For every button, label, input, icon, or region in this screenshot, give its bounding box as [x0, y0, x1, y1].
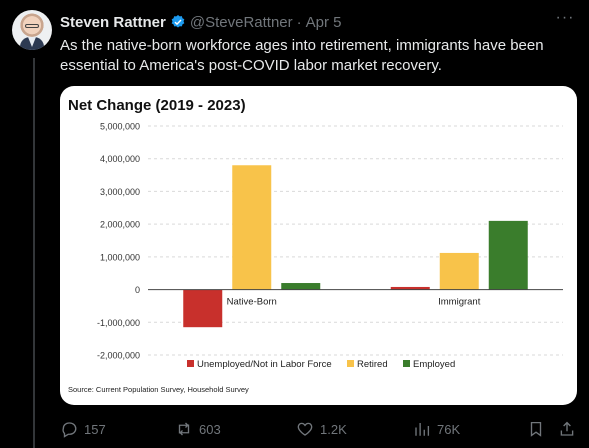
reply-button[interactable]: 157	[60, 418, 106, 440]
bar-native-born-2	[281, 283, 321, 290]
y-tick-label: 4,000,000	[100, 154, 140, 164]
view-count: 76K	[437, 421, 461, 437]
category-label: Native-Born	[227, 297, 277, 308]
tweet-header: Steven Rattner @SteveRattner · Apr 5	[60, 12, 342, 32]
avatar-collar	[28, 37, 36, 47]
more-options-icon[interactable]: ···	[555, 9, 575, 26]
y-tick-label: 2,000,000	[100, 220, 140, 230]
chart-source: Source: Current Population Survey, House…	[68, 385, 249, 394]
like-button[interactable]: 1.2K	[296, 418, 347, 440]
share-icon	[560, 421, 574, 436]
header-separator: ·	[296, 13, 302, 31]
action-bar: 157 603 1.2K 76K	[60, 418, 577, 440]
bookmark-icon	[530, 421, 542, 437]
repost-count: 603	[199, 421, 221, 437]
category-labels: Native-Born Immigrant	[227, 297, 481, 308]
legend-label: Retired	[357, 359, 388, 370]
author-handle[interactable]: @SteveRattner	[189, 13, 293, 31]
y-tick-label: 0	[135, 285, 140, 295]
repost-icon	[178, 422, 190, 436]
like-count: 1.2K	[320, 421, 347, 437]
tweet-date[interactable]: Apr 5	[305, 13, 342, 31]
verified-badge-icon[interactable]	[170, 14, 186, 30]
bar-immigrant-1	[439, 252, 479, 290]
bar-native-born-0	[183, 289, 223, 328]
y-tick-label: 1,000,000	[100, 252, 140, 262]
y-tick-label: 3,000,000	[100, 187, 140, 197]
chart-legend: Unemployed/Not in Labor Force Retired Empl…	[187, 359, 455, 370]
thread-line	[33, 58, 35, 448]
y-axis-tick-labels: 5,000,000 4,000,000 3,000,000 2,000,000 1,00…	[97, 122, 140, 361]
views-button[interactable]: 76K	[413, 418, 460, 440]
legend-label: Employed	[413, 359, 455, 370]
bookmark-button[interactable]	[527, 418, 551, 440]
chart-card[interactable]: Net Change (2019 - 2023) 5,000,000 4,000,…	[60, 86, 577, 405]
bar-immigrant-0	[390, 286, 430, 290]
legend-swatch	[187, 360, 194, 367]
chart-bars	[183, 165, 528, 328]
tweet-text: As the native-born workforce ages into r…	[60, 37, 544, 74]
y-tick-label: 5,000,000	[100, 122, 140, 132]
views-chart-icon	[415, 423, 430, 436]
legend-label: Unemployed/Not in Labor Force	[197, 359, 332, 370]
bar-native-born-1	[232, 165, 272, 290]
heart-icon	[297, 422, 313, 436]
repost-button[interactable]: 603	[175, 418, 221, 440]
legend-swatch	[403, 360, 410, 367]
chart-svg: Net Change (2019 - 2023) 5,000,000 4,000,…	[68, 97, 563, 394]
share-button[interactable]	[558, 418, 582, 440]
chart-title: Net Change (2019 - 2023)	[68, 97, 246, 114]
avatar-glasses	[25, 24, 39, 28]
author-name[interactable]: Steven Rattner	[60, 13, 166, 31]
reply-icon	[62, 422, 77, 438]
bar-immigrant-2	[488, 220, 528, 290]
legend-swatch	[347, 360, 354, 367]
reply-count: 157	[84, 421, 106, 437]
y-tick-label: -1,000,000	[97, 318, 140, 328]
y-tick-label: -2,000,000	[97, 351, 140, 361]
avatar[interactable]	[12, 10, 52, 50]
category-label: Immigrant	[438, 297, 481, 308]
